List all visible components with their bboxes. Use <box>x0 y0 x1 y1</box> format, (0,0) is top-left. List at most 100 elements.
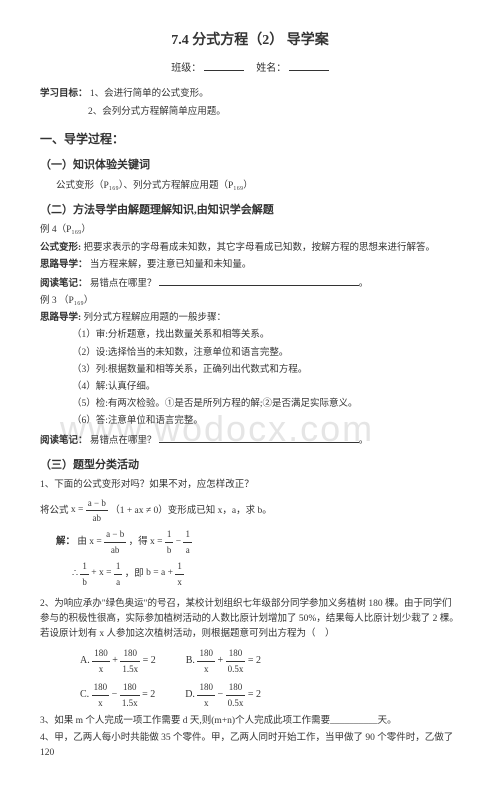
goals-heading: 学习目标： <box>40 89 88 99</box>
sol1-lhs-num: a − b <box>104 527 126 542</box>
od-n2: 180 <box>226 680 246 695</box>
sol2-rhs-n: 1 <box>114 559 123 574</box>
q1-solution: 解： 由 x = a − b ab ，得 x = 1 b − 1 a <box>40 527 460 557</box>
read-line: 阅读笔记： 易错点在哪里？ 。 <box>40 275 460 292</box>
sol2r-d: x <box>175 575 184 589</box>
silu2-text: 列分式方程解应用题的一般步骤： <box>84 313 227 323</box>
page-content: 7.4 分式方程（2） 导学案 班级： 姓名： 学习目标： 1、会进行简单的公式… <box>40 30 460 762</box>
q4-text: 4、甲，乙两人每小时共能做 35 个零件。甲，乙两人同时开始工作，当甲做了 90… <box>40 731 460 761</box>
ob-n1: 180 <box>197 646 215 661</box>
sol1-rhs-lhs: x = <box>150 535 162 550</box>
silu2-line: 思路导学: 列分式方程解应用题的一般步骤： <box>40 311 460 326</box>
opt-a-label: A. <box>80 653 90 669</box>
opt-c-label: C. <box>80 687 89 703</box>
sol2-lhs-f: 1 b <box>80 559 89 589</box>
example-3: 例 3 （P₁₆₉） <box>40 294 460 309</box>
od-d2: 0.5x <box>226 696 246 710</box>
oc-n1: 180 <box>92 680 110 695</box>
sol1-rhs-n1: 1 <box>165 527 174 542</box>
header-line: 班级： 姓名： <box>40 60 460 77</box>
sol1-rhs-n2: 1 <box>183 527 192 542</box>
options-row-1: A. 180x + 1801.5x = 2 B. 180x + 1800.5x … <box>40 646 460 676</box>
silu2-label: 思路导学: <box>40 313 81 323</box>
read2-blank <box>159 432 359 443</box>
page-title: 7.4 分式方程（2） 导学案 <box>40 30 460 52</box>
step-3: （3）列:根据数量和相等关系，正确列出代数式和方程。 <box>40 363 460 378</box>
name-label: 姓名： <box>256 63 286 74</box>
sol2-plus: + x = <box>91 566 111 581</box>
gongshi-text: 把要求表示的字母看成未知数，其它字母看成已知数，按解方程的思想来进行解答。 <box>84 243 436 253</box>
f-main-frac: a − b ab <box>86 496 108 526</box>
section-1-line: 公式变形（P₁₆₉）、列分式方程解应用题（P₁₆₉） <box>40 179 460 194</box>
sol1-b: ，得 <box>129 537 150 547</box>
oc-op: − <box>112 687 118 703</box>
sol2-rhs-d: a <box>114 575 123 589</box>
oc-eq: = 2 <box>142 687 155 703</box>
sol2-rhs-f: 1 a <box>114 559 123 589</box>
ob-n2: 180 <box>226 646 246 661</box>
f-main-lhs: x = <box>71 503 83 518</box>
oa-n1: 180 <box>92 646 110 661</box>
section-1-heading: （一）知识体验关键词 <box>40 157 460 175</box>
oa-d1: x <box>92 662 110 676</box>
ob-op: + <box>217 653 223 669</box>
step-4: （4）解:认真仔细。 <box>40 380 460 395</box>
q1-formula-line: 将公式 x = a − b ab （1 + ax ≠ 0）变形成已知 x，a，求… <box>40 496 460 526</box>
goal-2: 2、会列分式方程解简单应用题。 <box>40 105 460 120</box>
silu-label: 思路导学： <box>40 260 88 270</box>
class-label: 班级： <box>171 63 201 74</box>
option-b: B. 180x + 1800.5x = 2 <box>186 646 261 676</box>
read2-label: 阅读笔记： <box>40 436 88 446</box>
oa-eq: = 2 <box>143 653 156 669</box>
f-main-den: ab <box>86 511 108 525</box>
q3-text: 3、如果 m 个人完成一项工作需要 d 天,则(m+n)个人完成此项工作需要__… <box>40 714 460 729</box>
goals: 学习目标： 1、会进行简单的公式变形。 <box>40 87 460 102</box>
name-blank <box>289 60 329 71</box>
read-blank <box>159 275 359 286</box>
od-n1: 180 <box>197 680 215 695</box>
q1-line1-b: （1 + ax ≠ 0）变形成已知 x，a，求 b。 <box>110 506 272 516</box>
sol1-rhs-d1: b <box>165 543 174 557</box>
sol2r-n: 1 <box>175 559 184 574</box>
option-a: A. 180x + 1801.5x = 2 <box>80 646 156 676</box>
opt-b-label: B. <box>186 653 195 669</box>
sol1-rhs-minus: − <box>176 535 181 550</box>
gongshi-line: 公式变形: 把要求表示的字母看成未知数，其它字母看成已知数，按解方程的思想来进行… <box>40 241 460 256</box>
q1-solution-2: ∴ 1 b + x = 1 a ，即 b = a + 1 x <box>40 559 460 589</box>
sol1-lhs: x = <box>89 535 101 550</box>
sol1-a: 由 <box>77 537 89 547</box>
sol2r-lhs: b = a + <box>146 566 173 581</box>
silu-text: 当方程来解，要注意已知量和未知量。 <box>90 260 252 270</box>
opt-d-label: D. <box>185 687 195 703</box>
ob-d1: x <box>197 662 215 676</box>
read-text: 易错点在哪里？ <box>90 279 157 289</box>
sol1-lhs-frac: a − b ab <box>104 527 126 557</box>
gongshi-label: 公式变形: <box>40 243 81 253</box>
example-4: 例 4（P₁₆₉） <box>40 223 460 238</box>
oc-d2: 1.5x <box>120 696 140 710</box>
sol1-lhs-den: ab <box>104 543 126 557</box>
sol1-rhs-f1: 1 b <box>165 527 174 557</box>
oc-d1: x <box>92 696 110 710</box>
step-2: （2）设:选择恰当的未知数，注意单位和语言完整。 <box>40 346 460 361</box>
oa-n2: 180 <box>120 646 140 661</box>
sol2r-f: 1 x <box>175 559 184 589</box>
read2-line: 阅读笔记： 易错点在哪里？ 。 <box>40 432 460 449</box>
sol-label: 解： <box>56 537 75 547</box>
process-heading: 一、导学过程： <box>40 130 460 149</box>
q1-text: 1、下面的公式变形对吗？如果不对，应怎样改正？ <box>40 478 460 493</box>
ob-d2: 0.5x <box>226 662 246 676</box>
ob-eq: = 2 <box>248 653 261 669</box>
sol1-rhs-f2: 1 a <box>183 527 192 557</box>
section-2-heading: （二）方法导学由解题理解知识,由知识学会解题 <box>40 202 460 220</box>
sol2-lhs-n: 1 <box>80 559 89 574</box>
class-blank <box>204 60 244 71</box>
read-label: 阅读笔记： <box>40 279 88 289</box>
step-6: （6）答:注意单位和语言完整。 <box>40 414 460 429</box>
sol2-a: ∴ <box>72 569 80 579</box>
q1-line1-a: 将公式 <box>40 506 71 516</box>
sol2-b: ，即 <box>125 569 146 579</box>
step-1: （1）审:分析题意，找出数量关系和相等关系。 <box>40 328 460 343</box>
sol2-lhs-d: b <box>80 575 89 589</box>
step-5: （5）检:有两次检验。①是否是所列方程的解;②是否满足实际意义。 <box>40 397 460 412</box>
